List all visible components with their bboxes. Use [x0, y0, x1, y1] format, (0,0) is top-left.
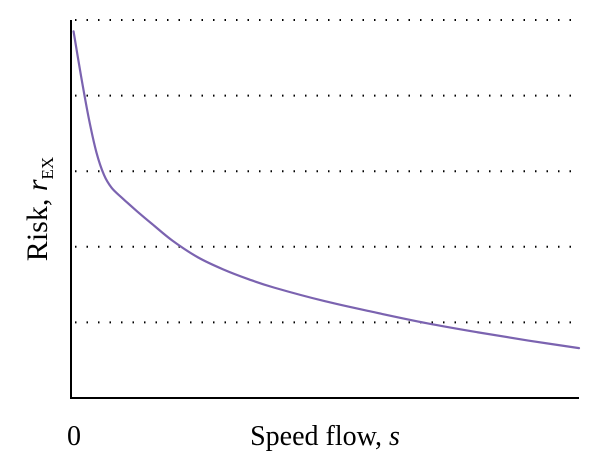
x-axis-label-symbol: s — [389, 421, 400, 452]
x-axis-label: Speed flow, s — [250, 421, 400, 452]
y-axis-label-symbol: r — [21, 179, 54, 191]
x-axis-label-text: Speed flow, — [250, 421, 389, 452]
y-axis-label: Risk, rEX — [21, 157, 57, 261]
y-axis-label-text: Risk, — [21, 191, 54, 261]
gridlines — [75, 19, 579, 324]
axes — [70, 20, 579, 399]
y-axis-label-subscript: EX — [38, 157, 57, 180]
series-group — [72, 30, 581, 350]
x-tick-label-0: 0 — [67, 421, 81, 452]
series-line-1 — [72, 30, 581, 350]
